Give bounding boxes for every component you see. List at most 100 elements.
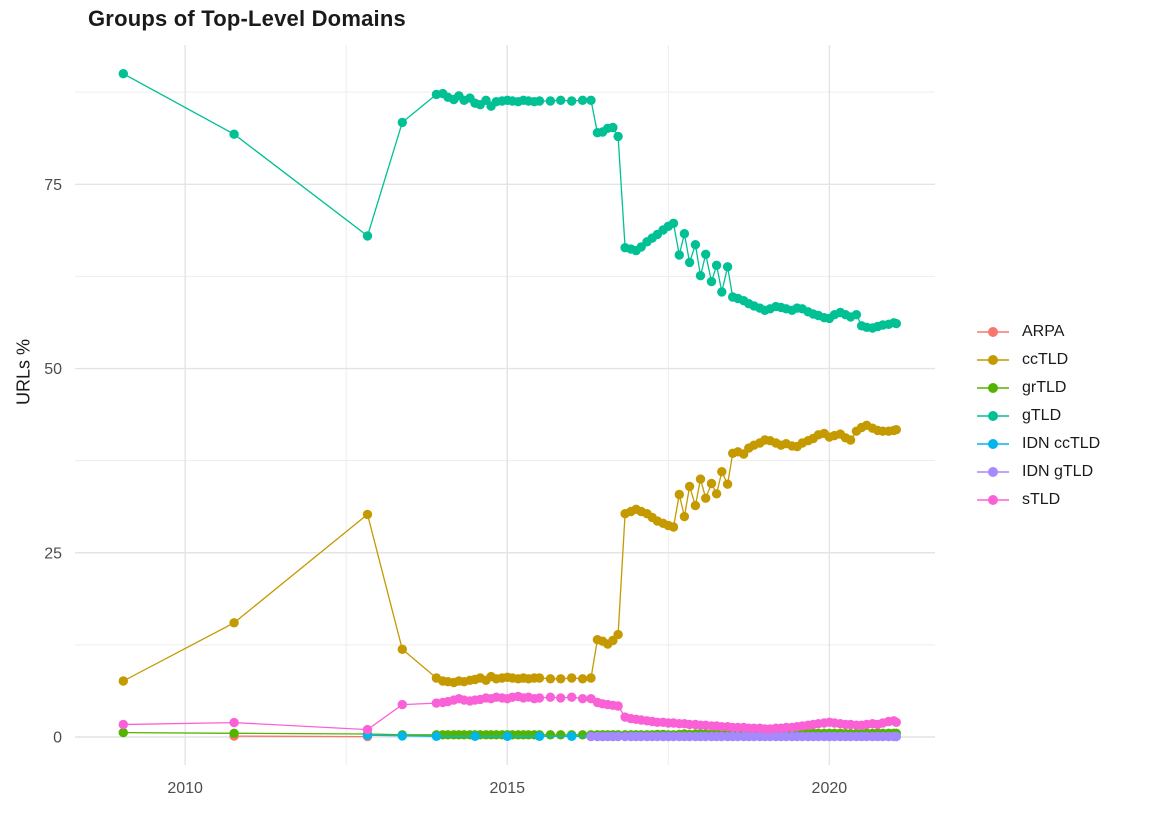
data-point-gtld xyxy=(711,260,722,270)
data-point-cctld xyxy=(845,435,856,445)
data-point-cctld xyxy=(711,489,722,499)
data-point-idn-gtld xyxy=(891,731,901,742)
y-tick-label-0: 0 xyxy=(53,729,62,746)
data-point-cctld xyxy=(545,674,556,684)
data-point-gtld xyxy=(577,95,588,106)
data-point-gtld xyxy=(695,271,706,281)
legend-item-cctld: ccTLD xyxy=(976,350,1100,370)
series-line-gtld xyxy=(122,73,897,329)
data-point-stld xyxy=(545,692,556,702)
data-point-stld xyxy=(229,717,239,728)
data-point-stld xyxy=(362,724,373,735)
data-point-gtld xyxy=(613,131,623,142)
legend-key-dot xyxy=(988,495,998,505)
data-point-grtld xyxy=(577,730,588,740)
data-point-idn-cctld xyxy=(431,731,442,741)
data-point-gtld xyxy=(717,287,727,297)
data-point-cctld xyxy=(534,673,545,683)
data-point-stld xyxy=(613,701,623,711)
data-point-stld xyxy=(118,719,128,730)
data-point-grtld xyxy=(556,730,566,740)
series-idn-gtld xyxy=(586,731,901,742)
x-tick-label-2010: 2010 xyxy=(167,780,203,797)
legend-label: grTLD xyxy=(1022,379,1067,396)
legend-label: IDN ccTLD xyxy=(1022,435,1101,452)
data-point-cctld xyxy=(674,489,684,500)
legend-key-icon xyxy=(977,495,1009,505)
x-tick-label-2015: 2015 xyxy=(489,780,525,797)
series-line-arpa xyxy=(234,735,368,738)
legend-label: sTLD xyxy=(1022,491,1061,508)
legend-key-icon xyxy=(977,439,1009,449)
legend-key-icon xyxy=(977,327,1009,337)
legend-key-dot xyxy=(988,355,998,365)
series-cctld xyxy=(118,420,901,688)
data-point-stld xyxy=(577,694,588,704)
data-point-cctld xyxy=(706,478,717,489)
data-point-gtld xyxy=(701,249,711,259)
data-point-gtld xyxy=(684,257,695,268)
data-point-gtld xyxy=(545,96,556,106)
data-point-cctld xyxy=(362,509,373,520)
data-point-cctld xyxy=(613,629,623,640)
data-point-gtld xyxy=(567,96,577,106)
legend-item-idn-gtld: IDN gTLD xyxy=(976,462,1100,482)
data-point-gtld xyxy=(690,240,701,250)
data-point-gtld xyxy=(534,96,545,106)
data-point-cctld xyxy=(668,522,679,532)
legend-key-dot xyxy=(988,467,998,477)
legend-item-gtld: gTLD xyxy=(976,406,1100,426)
legend: ARPA ccTLD grTLD gTLD IDN ccTLD IDN gTLD sTLD xyxy=(976,322,1100,510)
legend-label: ccTLD xyxy=(1022,351,1069,368)
data-point-cctld xyxy=(586,673,596,683)
legend-key-dot xyxy=(988,383,998,393)
data-point-grtld xyxy=(118,727,128,738)
x-tick-label-2020: 2020 xyxy=(812,780,848,797)
data-point-gtld xyxy=(668,218,679,228)
data-point-stld xyxy=(534,693,545,703)
data-point-idn-cctld xyxy=(502,731,512,741)
data-point-cctld xyxy=(577,674,588,684)
data-point-cctld xyxy=(229,618,239,628)
y-tick-label-75: 75 xyxy=(44,177,62,194)
series-gtld xyxy=(118,69,901,333)
data-point-idn-cctld xyxy=(397,731,407,741)
data-point-cctld xyxy=(695,474,706,484)
data-point-idn-cctld xyxy=(470,731,480,741)
data-point-gtld xyxy=(851,310,862,320)
data-point-gtld xyxy=(118,69,128,79)
legend-item-arpa: ARPA xyxy=(976,322,1100,342)
data-point-cctld xyxy=(684,481,695,492)
data-point-cctld xyxy=(118,676,128,686)
data-point-stld xyxy=(556,693,566,703)
legend-key-dot xyxy=(988,327,998,337)
data-point-gtld xyxy=(397,117,407,128)
data-point-gtld xyxy=(674,250,684,260)
data-point-gtld xyxy=(706,276,717,287)
data-point-stld xyxy=(891,717,901,727)
data-point-cctld xyxy=(397,644,407,654)
series-line-cctld xyxy=(122,424,897,684)
legend-item-grtld: grTLD xyxy=(976,378,1100,398)
data-point-idn-gtld xyxy=(613,731,623,742)
data-point-cctld xyxy=(567,673,577,683)
legend-label: gTLD xyxy=(1022,407,1062,424)
y-tick-label-25: 25 xyxy=(44,545,62,562)
series-stld xyxy=(118,691,901,735)
data-point-idn-cctld xyxy=(567,731,577,741)
legend-item-stld: sTLD xyxy=(976,490,1100,510)
data-point-gtld xyxy=(608,122,618,133)
data-point-grtld xyxy=(229,728,239,738)
chart-title: Groups of Top-Level Domains xyxy=(88,6,406,31)
data-point-gtld xyxy=(722,262,733,272)
data-point-cctld xyxy=(679,511,690,522)
legend-key-icon xyxy=(977,411,1009,421)
data-point-cctld xyxy=(556,674,566,684)
legend-label: ARPA xyxy=(1022,323,1065,340)
data-point-gtld xyxy=(362,231,373,241)
legend-key-icon xyxy=(977,383,1009,393)
legend-key-icon xyxy=(977,355,1009,365)
legend-key-icon xyxy=(977,467,1009,477)
legend-label: IDN gTLD xyxy=(1022,463,1094,480)
